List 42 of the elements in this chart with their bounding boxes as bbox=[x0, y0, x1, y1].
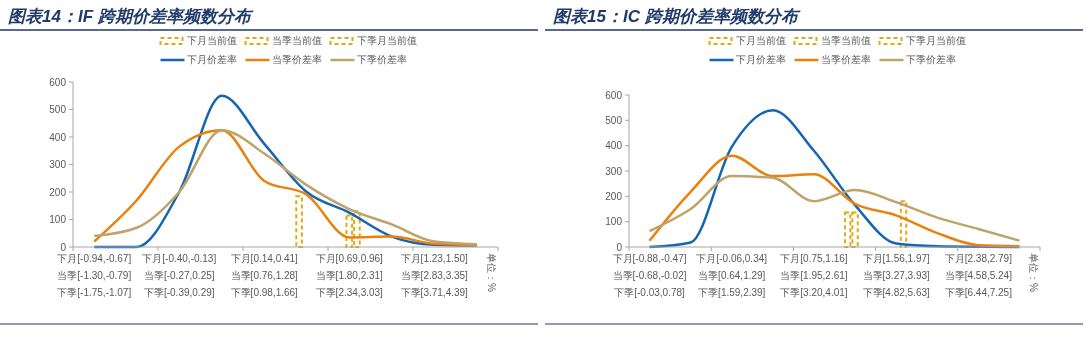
text: 单位：% bbox=[1028, 253, 1039, 292]
y-tick-label: 500 bbox=[605, 114, 623, 126]
legend-label: 当季当前值 bbox=[820, 35, 871, 46]
x-tick-label: 下月[0.69,0.96] 当季[1.80,2.31] 下季[2.34,3.03] bbox=[315, 253, 384, 298]
x-tick-label: 下月[1.23,1.50] 当季[2.83,3.35] 下季[3.71,4.39] bbox=[400, 253, 469, 298]
legend-label: 当季当前值 bbox=[271, 35, 322, 46]
y-tick-label: 500 bbox=[49, 104, 67, 115]
x-tick-label: 下月[-0.88,-0.47] 当季[-0.68,-0.02] 下季[-0.03,0.78] bbox=[612, 253, 687, 298]
chart-title: 图表15：IC 跨期价差率频数分布 bbox=[553, 7, 801, 26]
legend-label: 下季价差率 bbox=[905, 54, 956, 65]
line-series bbox=[648, 154, 1021, 248]
legend-label: 下季价差率 bbox=[356, 54, 407, 65]
x-tick-label: 下月[0.75,1.16] 当季[1.95,2.61] 下季[3.20,4.01] bbox=[780, 253, 848, 298]
line-series bbox=[648, 174, 1021, 242]
chart-title: 图表14：IF 跨期价差率频数分布 bbox=[8, 7, 254, 26]
y-tick-label: 0 bbox=[60, 241, 67, 253]
y-tick-label: 600 bbox=[49, 76, 67, 88]
y-tick-label: 200 bbox=[605, 190, 623, 202]
y-tick-label: 100 bbox=[605, 216, 623, 228]
x-tick-label: 下月[1.56,1.97] 当季[3.27,3.93] 下季[4.82,5.63] bbox=[862, 253, 930, 298]
y-tick-label: 400 bbox=[49, 131, 67, 143]
x-tick-label: 下月[2.38,2.79] 当季[4.58,5.24] 下季[6.44,7.25] bbox=[944, 253, 1013, 298]
y-tick-label: 600 bbox=[605, 89, 623, 101]
y-tick-label: 200 bbox=[49, 186, 67, 198]
y-tick-label: 100 bbox=[49, 214, 67, 225]
x-tick-label: 下月[0.14,0.41] 当季[0.76,1.28] 下季[0.98,1.66] bbox=[230, 253, 299, 298]
legend-label: 下月价差率 bbox=[735, 54, 786, 65]
y-tick-label: 300 bbox=[605, 165, 623, 177]
x-tick-label: 下月[-0.94,-0.67] 当季[-1.30,-0.79] 下季[-1.75,-1.07] bbox=[57, 253, 132, 298]
legend-label: 下月当前值 bbox=[186, 35, 237, 46]
text: 单位：% bbox=[486, 253, 497, 292]
legend-label: 下季月当前值 bbox=[356, 35, 417, 46]
legend-label: 下月当前值 bbox=[735, 35, 786, 46]
y-tick-label: 0 bbox=[616, 241, 623, 253]
y-tick-label: 300 bbox=[49, 159, 67, 170]
legend-label: 下季月当前值 bbox=[905, 35, 966, 46]
legend-label: 下月价差率 bbox=[186, 54, 237, 65]
legend-label: 当季价差率 bbox=[820, 54, 871, 65]
legend-label: 当季价差率 bbox=[271, 54, 322, 65]
x-tick-label: 下月[-0.06,0.34] 当季[0.64,1.29] 下季[1.59,2.39] bbox=[696, 253, 768, 298]
y-tick-label: 400 bbox=[605, 140, 623, 152]
x-tick-label: 下月[-0.40,-0.13] 当季[-0.27,0.25] 下季[-0.39,0.29] bbox=[142, 253, 217, 298]
